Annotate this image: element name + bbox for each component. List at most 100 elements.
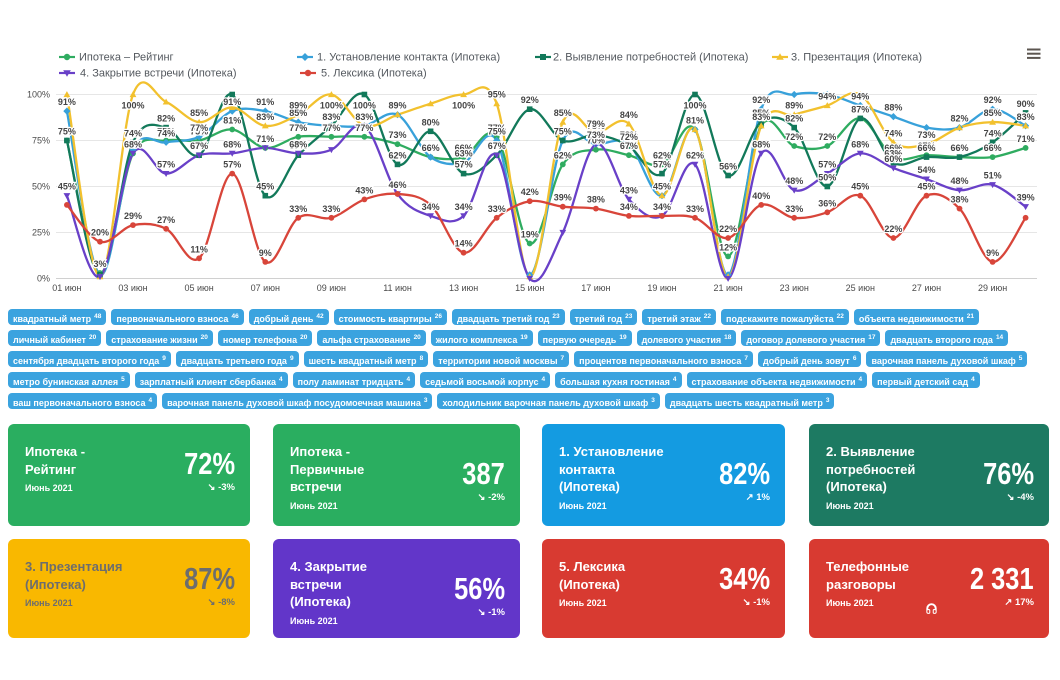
svg-text:50%: 50% [32, 182, 50, 192]
svg-text:45%: 45% [653, 182, 671, 192]
svg-text:36%: 36% [818, 198, 836, 208]
svg-text:73%: 73% [388, 130, 406, 140]
svg-text:75%: 75% [488, 127, 506, 137]
svg-text:83%: 83% [322, 112, 340, 122]
svg-text:66%: 66% [917, 143, 935, 153]
svg-text:81%: 81% [686, 116, 704, 126]
svg-text:72%: 72% [620, 132, 638, 142]
svg-text:83%: 83% [355, 112, 373, 122]
svg-text:84%: 84% [620, 110, 638, 120]
svg-text:15 июн: 15 июн [515, 283, 544, 293]
svg-text:100%: 100% [121, 101, 144, 111]
svg-text:17 июн: 17 июн [581, 283, 610, 293]
svg-text:57%: 57% [818, 160, 836, 170]
svg-text:74%: 74% [884, 128, 902, 138]
svg-text:89%: 89% [785, 101, 803, 111]
svg-text:42%: 42% [521, 187, 539, 197]
svg-text:75%: 75% [554, 127, 572, 137]
svg-text:45%: 45% [58, 182, 76, 192]
svg-text:2. Выявление потребностей (Ипо: 2. Выявление потребностей (Ипотека) [553, 52, 748, 64]
svg-text:91%: 91% [256, 97, 274, 107]
svg-text:23 июн: 23 июн [780, 283, 809, 293]
svg-text:0%: 0% [37, 274, 50, 284]
svg-text:68%: 68% [124, 139, 142, 149]
svg-text:21 июн: 21 июн [713, 283, 742, 293]
svg-text:94%: 94% [818, 92, 836, 102]
svg-text:43%: 43% [620, 185, 638, 195]
svg-text:66%: 66% [422, 143, 440, 153]
svg-text:33%: 33% [686, 204, 704, 214]
svg-text:77%: 77% [190, 123, 208, 133]
svg-text:5. Лексика (Ипотека): 5. Лексика (Ипотека) [321, 68, 427, 80]
svg-text:Ипотека – Рейтинг: Ипотека – Рейтинг [79, 52, 174, 64]
svg-text:54%: 54% [917, 165, 935, 175]
svg-text:77%: 77% [289, 123, 307, 133]
svg-text:68%: 68% [851, 139, 869, 149]
svg-text:100%: 100% [320, 101, 343, 111]
svg-text:82%: 82% [785, 114, 803, 124]
svg-text:48%: 48% [785, 176, 803, 186]
svg-text:72%: 72% [818, 132, 836, 142]
svg-text:9%: 9% [259, 248, 272, 258]
svg-text:34%: 34% [653, 202, 671, 212]
svg-text:73%: 73% [620, 130, 638, 140]
svg-text:33%: 33% [785, 204, 803, 214]
svg-text:34%: 34% [653, 202, 671, 212]
svg-text:25%: 25% [32, 228, 50, 238]
svg-text:46%: 46% [388, 180, 406, 190]
svg-text:75%: 75% [190, 127, 208, 137]
svg-text:29 июн: 29 июн [978, 283, 1007, 293]
svg-text:57%: 57% [455, 160, 473, 170]
svg-text:67%: 67% [190, 141, 208, 151]
svg-text:27 июн: 27 июн [912, 283, 941, 293]
svg-text:87%: 87% [851, 104, 869, 114]
svg-text:85%: 85% [984, 108, 1002, 118]
svg-text:67%: 67% [488, 141, 506, 151]
svg-text:82%: 82% [950, 114, 968, 124]
svg-text:67%: 67% [289, 141, 307, 151]
svg-text:83%: 83% [752, 112, 770, 122]
svg-text:1. Установление контакта (Ипот: 1. Установление контакта (Ипотека) [317, 52, 500, 64]
svg-text:66%: 66% [884, 143, 902, 153]
svg-text:45%: 45% [653, 182, 671, 192]
svg-text:91%: 91% [223, 97, 241, 107]
svg-text:73%: 73% [587, 130, 605, 140]
svg-text:63%: 63% [884, 149, 902, 159]
svg-text:85%: 85% [752, 108, 770, 118]
svg-text:57%: 57% [653, 160, 671, 170]
svg-text:51%: 51% [984, 171, 1002, 181]
svg-text:03 июн: 03 июн [118, 283, 147, 293]
svg-text:4. Закрытие встречи (Ипотека): 4. Закрытие встречи (Ипотека) [80, 68, 237, 80]
svg-text:22%: 22% [884, 224, 902, 234]
svg-text:78%: 78% [587, 121, 605, 131]
svg-text:89%: 89% [388, 101, 406, 111]
svg-text:34%: 34% [455, 202, 473, 212]
svg-text:66%: 66% [455, 143, 473, 153]
svg-text:68%: 68% [289, 139, 307, 149]
svg-text:100%: 100% [683, 101, 706, 111]
svg-text:68%: 68% [223, 139, 241, 149]
svg-text:71%: 71% [1017, 134, 1035, 144]
svg-text:45%: 45% [851, 182, 869, 192]
svg-text:75%: 75% [58, 127, 76, 137]
svg-text:74%: 74% [124, 128, 142, 138]
svg-text:34%: 34% [422, 202, 440, 212]
svg-text:67%: 67% [917, 141, 935, 151]
svg-text:01 июн: 01 июн [52, 283, 81, 293]
svg-text:66%: 66% [950, 143, 968, 153]
svg-text:95%: 95% [488, 90, 506, 100]
svg-text:22%: 22% [719, 224, 737, 234]
svg-text:92%: 92% [752, 95, 770, 105]
svg-text:90%: 90% [1017, 99, 1035, 109]
svg-text:11 июн: 11 июн [383, 283, 412, 293]
svg-text:72%: 72% [785, 132, 803, 142]
svg-text:3%: 3% [93, 259, 106, 269]
svg-text:73%: 73% [917, 130, 935, 140]
svg-text:19 июн: 19 июн [647, 283, 676, 293]
svg-text:89%: 89% [289, 101, 307, 111]
svg-text:62%: 62% [686, 150, 704, 160]
svg-text:74%: 74% [157, 128, 175, 138]
svg-text:57%: 57% [223, 160, 241, 170]
svg-text:92%: 92% [984, 95, 1002, 105]
svg-text:82%: 82% [157, 114, 175, 124]
